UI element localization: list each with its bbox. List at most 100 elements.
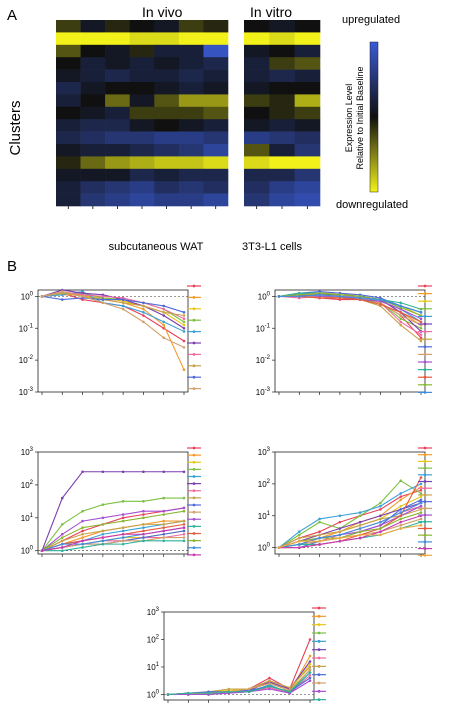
series-line [168, 639, 311, 696]
heatmap-cell-vivo [56, 20, 81, 33]
series-point [297, 546, 301, 549]
y-tick-exponent: 1 [30, 513, 34, 519]
legend-swatch-dot [192, 553, 196, 557]
heatmap-cell-vivo [203, 94, 229, 108]
heatmap-cell-vivo [203, 181, 229, 194]
cluster-chart: 100 10-1 10-2 10-3 [256, 284, 432, 397]
heatmap-cell-vitro [244, 193, 270, 207]
heatmap-cell-vitro [294, 168, 321, 182]
series-point [318, 543, 321, 546]
series-point [182, 509, 186, 513]
y-tick-label: 10-1 [19, 323, 34, 333]
y-tick-exponent: 3 [267, 447, 271, 453]
heatmap-cell-vitro [269, 57, 295, 70]
series-point [268, 684, 271, 688]
series-point [288, 686, 292, 689]
heatmap-cell-vitro [269, 131, 295, 145]
heatmap-cell-vitro [269, 193, 295, 207]
series-point [358, 536, 362, 540]
legend-swatch-dot [423, 533, 427, 537]
legend-swatch-dot [423, 383, 427, 387]
series-point [297, 536, 301, 540]
series-point [60, 542, 64, 546]
y-tick-exponent: 3 [156, 607, 160, 613]
series-point [182, 317, 186, 320]
heatmap-cell-vivo [178, 131, 204, 145]
series-point [358, 527, 362, 530]
heatmap [56, 20, 321, 209]
y-tick-label: 100 [21, 291, 34, 301]
series-point [338, 520, 342, 524]
legend-swatch-dot [192, 375, 196, 379]
legend-swatch-dot [317, 656, 321, 660]
y-tick-label: 10-1 [256, 323, 271, 333]
heatmap-cell-vivo [56, 156, 81, 170]
y-tick-label: 101 [21, 513, 34, 523]
heatmap-cell-vivo [56, 193, 81, 207]
series-point [308, 660, 312, 663]
series-point [162, 536, 166, 539]
heatmap-cell-vivo [80, 106, 106, 120]
heatmap-cell-vitro [269, 144, 295, 157]
series-point [81, 546, 84, 549]
series-line [278, 508, 422, 549]
series-point [101, 298, 105, 301]
heatmap-cell-vivo [129, 94, 155, 108]
legend-swatch-dot [423, 480, 427, 483]
series-point [182, 529, 186, 533]
legend-swatch-dot [192, 341, 196, 345]
series-point [142, 536, 145, 539]
y-tick-exponent: -1 [28, 323, 34, 329]
series-point [318, 536, 321, 540]
legend-swatch-dot [423, 540, 427, 544]
legend-swatch-dot [317, 606, 321, 610]
heatmap-cell-vivo [80, 168, 106, 182]
series-point [162, 304, 166, 308]
series-line [42, 540, 184, 552]
heatmap-cell-vivo [178, 44, 204, 58]
y-tick-exponent: 1 [267, 511, 271, 517]
heatmap-cell-vivo [203, 69, 229, 83]
series-line [278, 294, 422, 336]
series-point [142, 509, 145, 513]
legend-title-1: Expression Level [344, 84, 354, 153]
heatmap-cell-vivo [154, 44, 180, 58]
heatmap-cell-vitro [244, 44, 270, 58]
series-point [318, 293, 321, 297]
series-point [162, 323, 166, 327]
series-point [399, 317, 403, 320]
heatmap-cell-vitro [269, 20, 295, 33]
series-point [399, 511, 403, 514]
legend-swatch-dot [192, 524, 196, 528]
heatmap-cell-vivo [105, 181, 131, 194]
heatmap-cell-vivo [80, 69, 106, 83]
heatmap-cell-vivo [80, 144, 106, 157]
series-point [308, 662, 312, 666]
series-point [162, 470, 166, 474]
heatmap-cell-vivo [203, 57, 229, 70]
legend-swatch-dot [317, 639, 321, 643]
heatmap-cell-vivo [129, 57, 155, 70]
series-point [399, 498, 403, 502]
series-point [358, 533, 362, 537]
series-point [182, 326, 186, 330]
legend-swatch-dot [423, 453, 427, 457]
series-point [121, 532, 125, 536]
series-point [121, 470, 125, 474]
legend-swatch-dot [423, 486, 427, 490]
legend-swatch-dot [317, 664, 321, 668]
series-point [419, 492, 423, 495]
heatmap-cell-vitro [269, 168, 295, 182]
heatmap-cell-vitro [294, 181, 321, 194]
heatmap-cell-vivo [105, 57, 131, 70]
legend-swatch-dot [423, 368, 427, 371]
series-point [379, 303, 382, 306]
series-point [297, 533, 301, 537]
y-tick-exponent: 2 [267, 479, 271, 485]
heatmap-cell-vivo [178, 69, 204, 83]
series-point [182, 536, 186, 539]
legend-swatch-dot [192, 453, 196, 457]
legend-swatch-dot [317, 689, 321, 693]
heatmap-cell-vivo [129, 119, 155, 132]
